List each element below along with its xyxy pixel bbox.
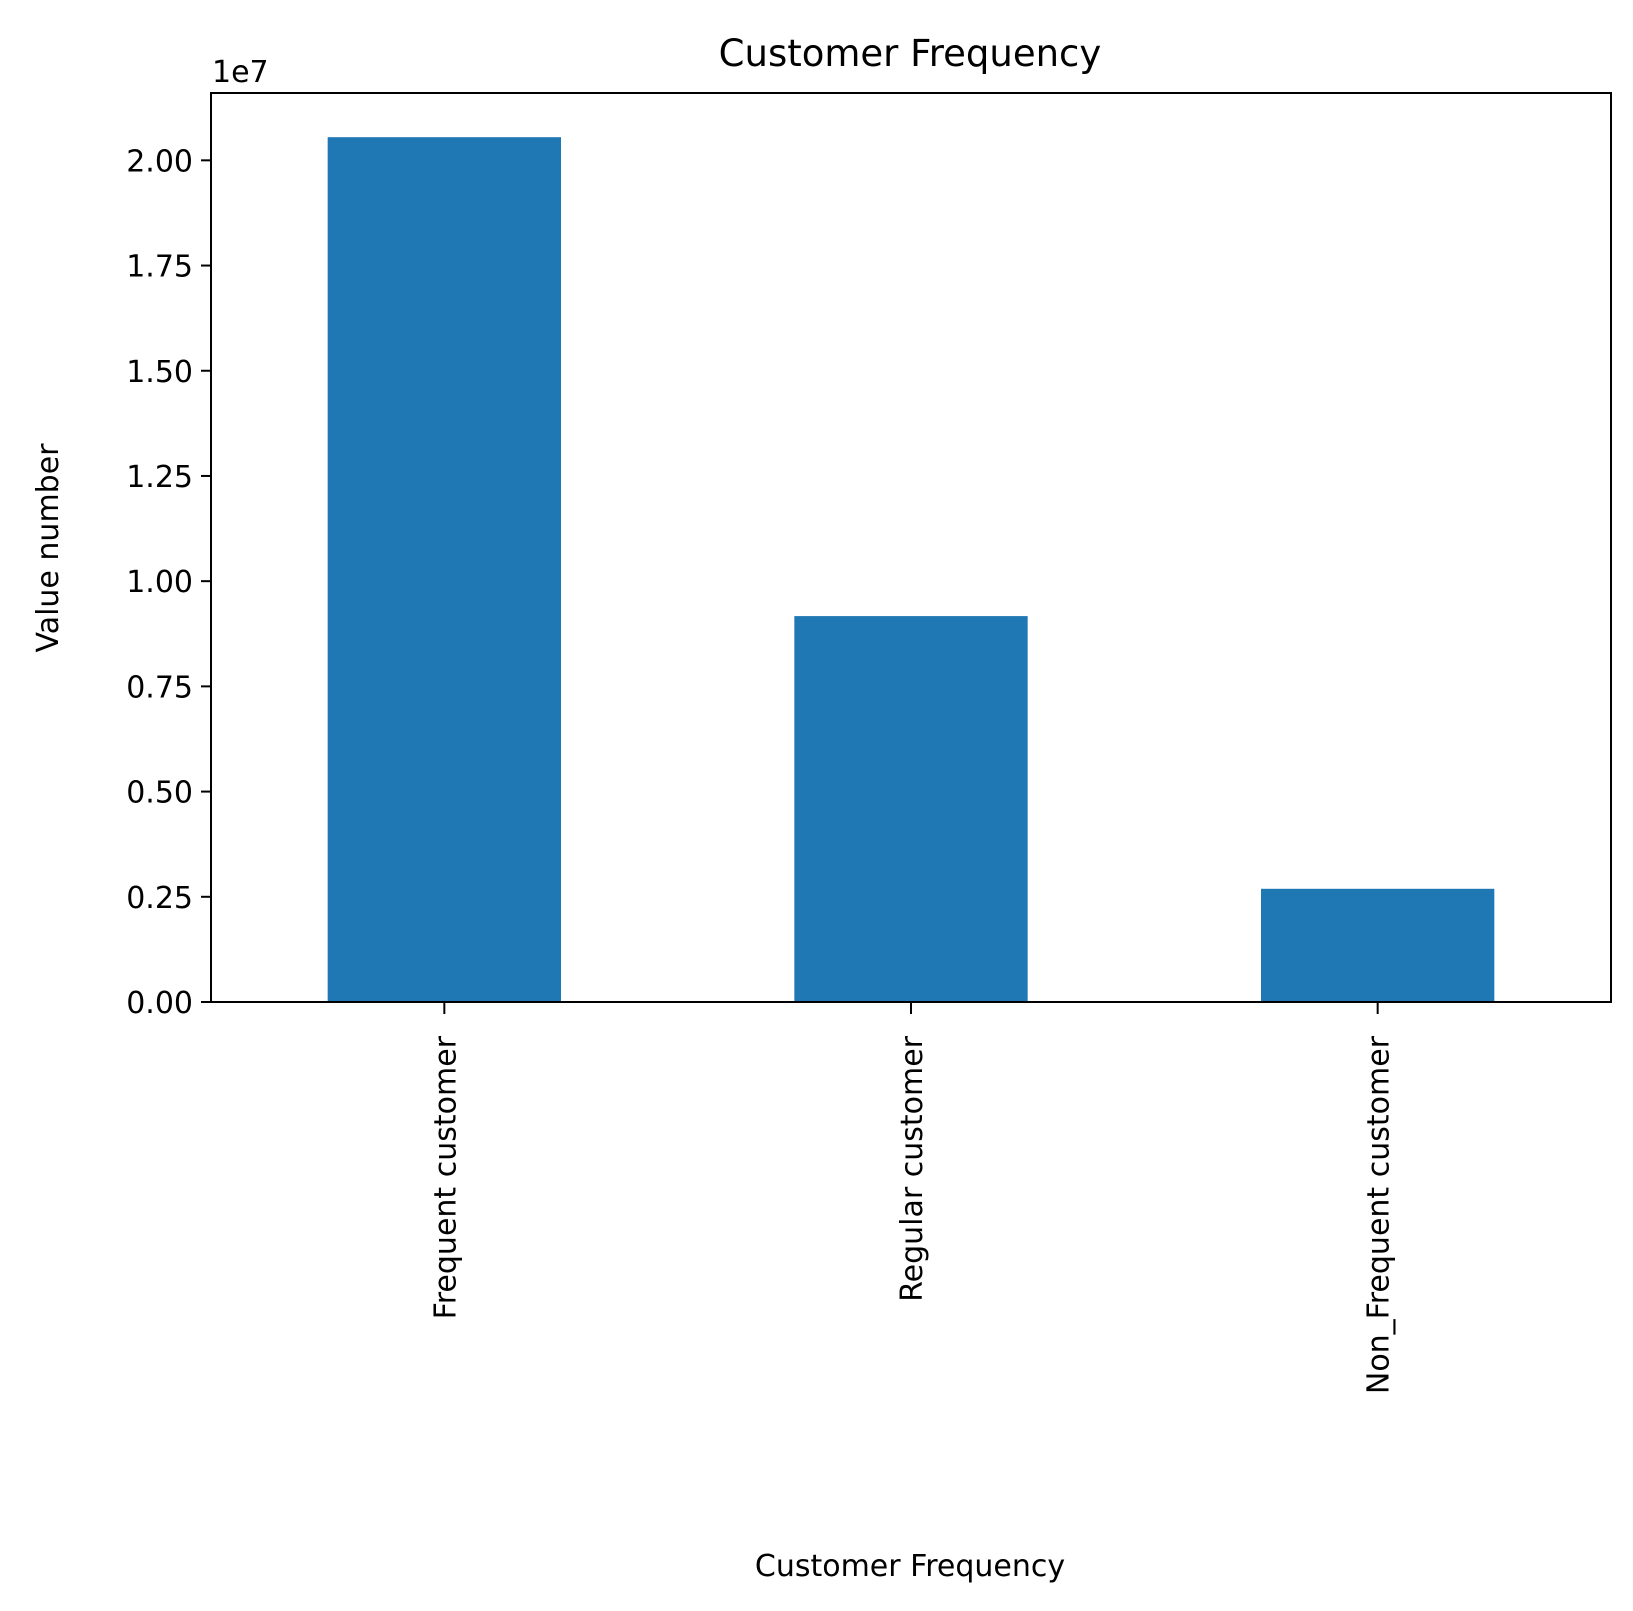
y-tick-label: 1.00 (126, 565, 193, 600)
bar (1261, 888, 1495, 1002)
chart-title: Customer Frequency (719, 32, 1102, 75)
y-tick-label: 1.50 (126, 355, 193, 390)
y-tick-label: 2.00 (126, 144, 193, 179)
y-tick-label: 0.75 (126, 670, 193, 705)
y-tick-label: 1.75 (126, 250, 193, 285)
bars (327, 137, 1495, 1002)
x-tick-label: Non_Frequent customer (1362, 1035, 1397, 1394)
y-offset-label: 1e7 (212, 55, 269, 90)
x-axis-ticks: Frequent customer Regular customer Non_Fre… (428, 1002, 1397, 1394)
plot-area-frame (210, 92, 1612, 1003)
x-tick-label: Regular customer (895, 1035, 930, 1302)
y-tick-label: 0.00 (126, 986, 193, 1021)
bar (794, 616, 1028, 1002)
x-axis-label: Customer Frequency (755, 1549, 1065, 1584)
y-tick-label: 0.25 (126, 881, 193, 916)
y-axis-ticks: 0.00 0.25 0.50 0.75 1.00 1.25 1.50 1.75 2.00 (126, 144, 211, 1021)
y-tick-label: 1.25 (126, 460, 193, 495)
x-tick-label: Frequent customer (428, 1035, 463, 1319)
y-tick-label: 0.50 (126, 776, 193, 811)
bar (327, 137, 561, 1002)
y-axis-label: Value number (31, 443, 66, 653)
